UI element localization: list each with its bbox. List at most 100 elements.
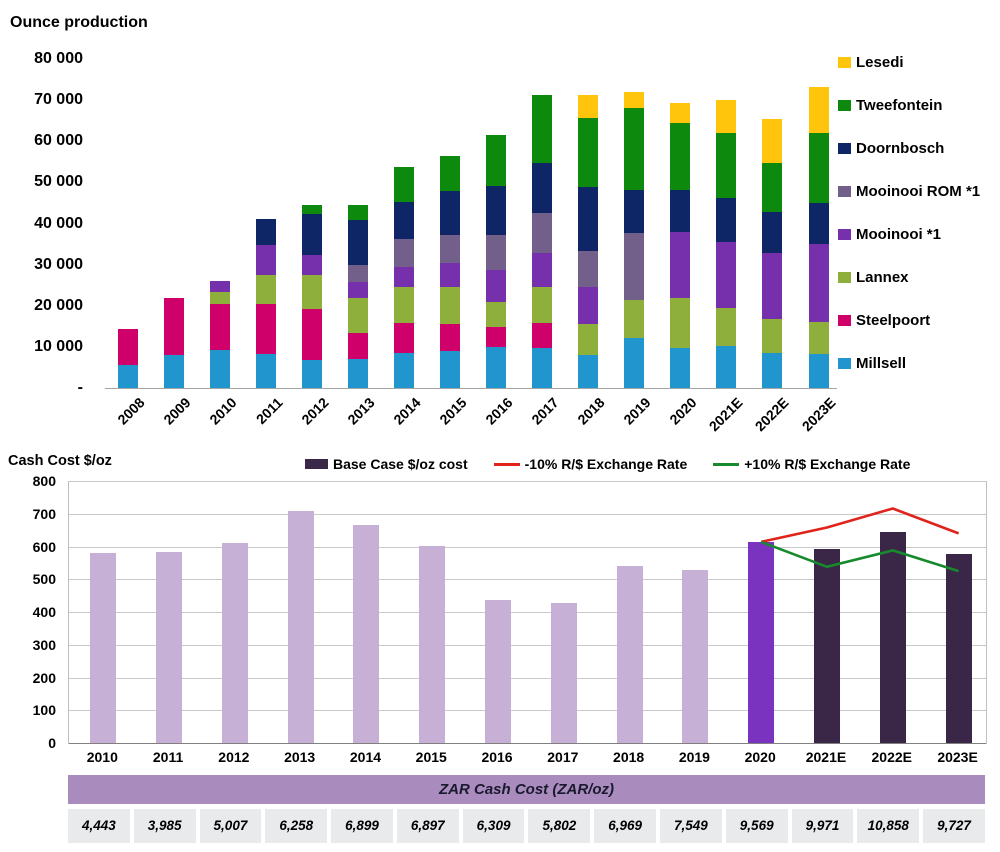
legend-label: Base Case $/oz cost <box>333 456 468 472</box>
legend-label: -10% R/$ Exchange Rate <box>524 456 688 472</box>
bar-segment-mooinooi-1 <box>393 266 414 287</box>
x-axis-label-2021e: 2021E <box>706 394 747 435</box>
legend-label: Tweefontein <box>856 96 943 114</box>
cash-cost-legend: Base Case $/oz cost -10% R/$ Exchange Rat… <box>305 456 910 472</box>
bar-segment-tweefontein <box>762 163 783 213</box>
bar-segment-doornbosch <box>347 219 368 266</box>
bar-segment-lannex <box>439 286 460 324</box>
bar-segment-lesedi <box>578 95 599 119</box>
zar-value-cell: 6,897 <box>396 809 459 843</box>
cash-cost-bar-2014 <box>353 525 380 743</box>
production-x-axis-line <box>105 388 837 389</box>
millsell-swatch-icon <box>838 357 851 369</box>
bar-segment-mooinooi-1 <box>532 253 553 288</box>
bar-segment-millsell <box>347 359 368 388</box>
production-bar-2010 <box>209 59 230 388</box>
zar-value-cell: 7,549 <box>660 809 722 843</box>
bar-segment-mooinooi-1 <box>670 232 691 299</box>
cash-cost-bar-2015 <box>419 545 446 743</box>
x-axis-label-2011: 2011 <box>152 749 184 765</box>
bar-segment-millsell <box>670 347 691 388</box>
bar-segment-millsell <box>117 365 138 388</box>
production-bar-2013 <box>347 59 368 388</box>
production-bar-2014 <box>393 59 414 388</box>
bar-segment-millsell <box>578 355 599 388</box>
bar-segment-millsell <box>762 353 783 388</box>
production-bar-2016 <box>486 59 507 388</box>
bar-segment-doornbosch <box>393 201 414 239</box>
mooinooi-1-swatch-icon <box>838 228 851 240</box>
bar-segment-tweefontein <box>301 205 322 214</box>
legend-item-tweefontein: Tweefontein <box>838 96 943 114</box>
bar-segment-steelpoort <box>393 323 414 354</box>
bar-segment-lannex <box>762 318 783 354</box>
legend-label: Doornbosch <box>856 139 945 157</box>
production-bar-2017 <box>532 59 553 388</box>
x-axis-label-2020: 2020 <box>666 394 700 428</box>
legend-item-10-r-exchange-rate: +10% R/$ Exchange Rate <box>713 456 910 472</box>
y-axis-tick-label: 60 000 <box>34 132 83 150</box>
y-axis-tick-label: 40 000 <box>34 214 83 232</box>
cash-cost-bar-2022e <box>879 531 906 743</box>
x-axis-label-2012: 2012 <box>298 394 332 428</box>
bar-segment-mooinooi-rom-1 <box>486 235 507 271</box>
x-axis-label-2015: 2015 <box>436 394 470 428</box>
legend-item-millsell: Millsell <box>838 354 907 372</box>
x-axis-label-2013: 2013 <box>284 749 316 765</box>
gridline <box>69 513 986 515</box>
bar-segment-tweefontein <box>624 107 645 191</box>
zar-value-cell: 4,443 <box>68 809 130 843</box>
bar-segment-doornbosch <box>624 190 645 234</box>
lannex-swatch-icon <box>838 271 851 283</box>
y-axis-tick-label: 80 000 <box>34 50 83 67</box>
x-axis-label-2010: 2010 <box>86 749 118 765</box>
legend-label: Mooinooi *1 <box>856 225 941 243</box>
bar-segment-doornbosch <box>670 190 691 233</box>
bar-segment-steelpoort <box>532 323 553 348</box>
bar-segment-lannex <box>347 298 368 334</box>
legend-label: Lesedi <box>856 53 904 71</box>
bar-segment-steelpoort <box>209 303 230 350</box>
bar-segment-doornbosch <box>808 202 829 244</box>
bar-segment-tweefontein <box>716 133 737 199</box>
gridline <box>69 579 986 581</box>
bar-segment-lesedi <box>762 119 783 164</box>
bar-segment-tweefontein <box>439 156 460 192</box>
bar-segment-lannex <box>716 307 737 347</box>
cash-cost-bar-2012 <box>221 543 248 743</box>
x-axis-label-2014: 2014 <box>390 394 424 428</box>
mooinooi-rom-1-swatch-icon <box>838 185 851 197</box>
y-axis-tick-label: 0 <box>48 735 56 751</box>
bar-segment-millsell <box>393 353 414 388</box>
legend-item-base-case-oz-cost: Base Case $/oz cost <box>305 456 468 472</box>
tweefontein-swatch-icon <box>838 99 851 111</box>
y-axis-tick-label: 800 <box>32 473 56 489</box>
x-axis-label-2023e: 2023E <box>937 749 978 765</box>
cash-cost-bar-2019 <box>682 570 709 743</box>
bar-segment-mooinooi-rom-1 <box>439 234 460 263</box>
production-bar-2019 <box>624 59 645 388</box>
bar-segment-mooinooi-1 <box>439 262 460 287</box>
doornbosch-swatch-icon <box>838 142 851 154</box>
cash-cost-bar-2016 <box>485 599 512 743</box>
legend-label: Millsell <box>856 354 907 372</box>
x-axis-label-2015: 2015 <box>415 749 447 765</box>
bar-segment-lannex <box>209 291 230 304</box>
bar-segment-doornbosch <box>716 198 737 242</box>
bar-segment-doornbosch <box>301 213 322 255</box>
bar-segment-lannex <box>486 302 507 327</box>
bar-segment-millsell <box>532 347 553 388</box>
legend-label: Lannex <box>856 268 909 286</box>
cash-cost-bar-2018 <box>616 565 643 743</box>
bar-segment-lannex <box>670 298 691 348</box>
y-axis-tick-label: 300 <box>32 636 56 653</box>
zar-value-cell: 10,858 <box>857 809 920 843</box>
bar-segment-doornbosch <box>486 186 507 236</box>
bar-segment-lesedi <box>808 87 829 134</box>
legend-item-lannex: Lannex <box>838 268 909 286</box>
bar-segment-millsell <box>808 353 829 388</box>
cash-cost-chart-title: Cash Cost $/oz <box>8 453 112 469</box>
cash-cost-bar-2010 <box>90 553 117 743</box>
bar-segment-millsell <box>439 351 460 388</box>
legend-label: +10% R/$ Exchange Rate <box>744 456 911 472</box>
